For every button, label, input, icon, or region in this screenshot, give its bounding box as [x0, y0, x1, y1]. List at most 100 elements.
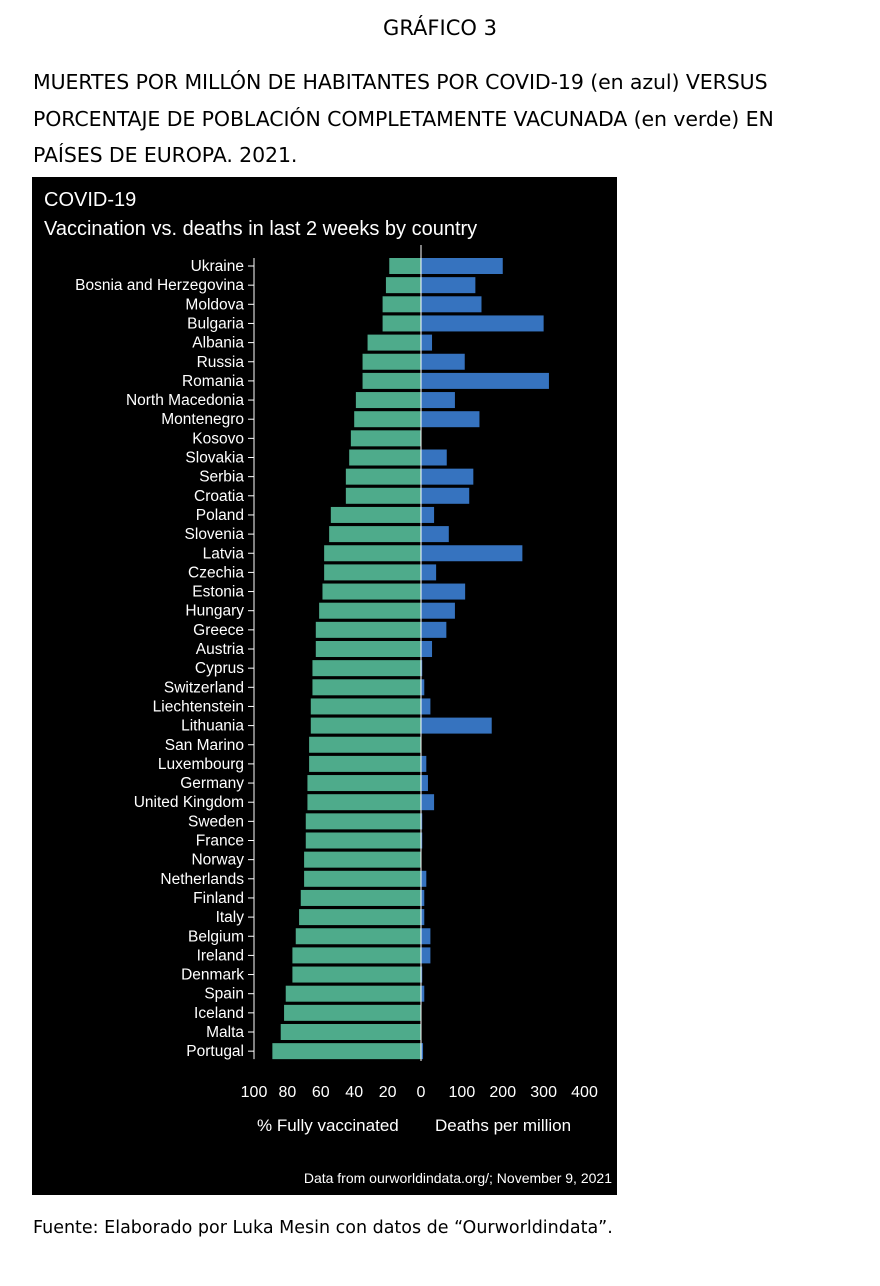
bar-deaths	[421, 660, 423, 677]
bar-vaccinated	[309, 755, 421, 772]
bar-deaths	[421, 315, 544, 332]
bar-vaccinated	[324, 545, 421, 562]
bar-vaccinated	[345, 487, 421, 504]
bar-vaccinated	[362, 353, 421, 370]
category-label: Malta	[206, 1024, 244, 1041]
bar-vaccinated	[349, 449, 421, 466]
bar-deaths	[421, 506, 435, 523]
figure-number: GRÁFICO 3	[383, 16, 497, 40]
bar-vaccinated	[300, 889, 421, 906]
bar-vaccinated	[284, 1004, 421, 1021]
category-label: Sweden	[188, 813, 244, 830]
category-label: Montenegro	[161, 411, 244, 428]
x-tick-label-right: 200	[489, 1084, 516, 1101]
chart-footnote: Data from ourworldindata.org/; November …	[304, 1170, 612, 1186]
bar-vaccinated	[329, 526, 421, 543]
x-tick-label-left: 40	[345, 1084, 363, 1101]
bar-vaccinated	[307, 775, 421, 792]
category-label: Estonia	[192, 584, 244, 601]
bar-deaths	[421, 449, 447, 466]
bar-vaccinated	[307, 794, 421, 811]
category-label: Netherlands	[160, 871, 244, 888]
bar-deaths	[421, 755, 427, 772]
chart-panel: COVID-19 Vaccination vs. deaths in last …	[32, 177, 617, 1195]
category-label: North Macedonia	[126, 392, 244, 409]
bar-vaccinated	[305, 813, 421, 830]
bar-deaths	[421, 909, 425, 926]
category-label: Hungary	[185, 603, 244, 620]
bar-deaths	[421, 775, 428, 792]
category-label: Belgium	[188, 928, 244, 945]
category-label: Lithuania	[181, 718, 244, 735]
bar-vaccinated	[330, 506, 421, 523]
bars	[272, 258, 549, 1060]
bar-deaths	[421, 487, 470, 504]
bar-deaths	[421, 602, 455, 619]
x-tick-label-right: 100	[449, 1084, 476, 1101]
bar-deaths	[421, 468, 474, 485]
category-label: Serbia	[199, 469, 244, 486]
bar-deaths	[421, 641, 433, 657]
bar-deaths	[421, 411, 480, 428]
bar-vaccinated	[315, 621, 421, 638]
category-label: Ukraine	[191, 258, 244, 275]
category-label: Kosovo	[192, 430, 244, 447]
bar-vaccinated	[310, 717, 421, 734]
bar-vaccinated	[299, 909, 421, 926]
bar-vaccinated	[310, 698, 421, 715]
bar-vaccinated	[319, 602, 421, 619]
bar-deaths	[421, 889, 425, 906]
bar-vaccinated	[322, 583, 421, 600]
bar-deaths	[421, 277, 476, 294]
x-tick-label-left: 60	[312, 1084, 330, 1101]
bar-vaccinated	[315, 641, 421, 657]
category-labels: Ukraine Bosnia and Herzegovina Moldova Bulg…	[75, 258, 244, 1060]
x-tick-label-left: 80	[279, 1084, 297, 1101]
chart-title: COVID-19	[44, 189, 136, 211]
document-title-line-3: PAÍSES DE EUROPA. 2021.	[33, 143, 298, 167]
bar-vaccinated	[367, 334, 421, 351]
bar-deaths	[421, 258, 503, 274]
category-label: Liechtenstein	[153, 698, 244, 715]
xlabel-right: Deaths per million	[435, 1116, 571, 1135]
category-label: Slovakia	[185, 450, 244, 467]
category-label: Denmark	[181, 967, 244, 984]
bar-vaccinated	[389, 258, 421, 274]
bar-vaccinated	[285, 985, 421, 1002]
bar-vaccinated	[295, 928, 421, 945]
chart-subtitle: Vaccination vs. deaths in last 2 weeks b…	[44, 218, 477, 240]
bar-vaccinated	[304, 870, 421, 887]
category-label: France	[196, 833, 244, 850]
bar-deaths	[421, 717, 492, 734]
x-ticks: 100 80 60 40 20 0 100 200 300 400	[241, 1084, 598, 1101]
bar-deaths	[421, 296, 482, 313]
bar-vaccinated	[382, 296, 421, 313]
bar-vaccinated	[280, 1024, 421, 1040]
bar-deaths	[421, 526, 449, 543]
bar-vaccinated	[292, 966, 421, 983]
category-label: Finland	[193, 890, 244, 907]
category-label: Slovenia	[185, 526, 245, 543]
category-label: Bulgaria	[187, 315, 244, 332]
document-title-line-2: PORCENTAJE DE POBLACIÓN COMPLETAMENTE VA…	[33, 106, 774, 131]
category-label: Austria	[196, 641, 245, 658]
document-title-line-1: MUERTES POR MILLÓN DE HABITANTES POR COV…	[33, 70, 768, 94]
x-tick-label-left: 100	[241, 1084, 268, 1101]
category-label: United Kingdom	[134, 794, 244, 811]
bar-deaths	[421, 1043, 424, 1060]
bar-deaths	[421, 545, 523, 562]
bar-vaccinated	[382, 315, 421, 332]
category-label: Latvia	[203, 545, 245, 562]
bar-deaths	[421, 679, 425, 696]
category-label: Russia	[197, 354, 245, 371]
category-label: Norway	[191, 852, 244, 869]
bar-vaccinated	[354, 411, 421, 428]
category-label: Iceland	[194, 1005, 244, 1022]
bar-deaths	[421, 870, 427, 887]
bar-deaths	[421, 334, 433, 351]
bar-vaccinated	[305, 832, 421, 849]
category-label: Ireland	[197, 947, 244, 964]
x-tick-label-right: 400	[571, 1084, 598, 1101]
bar-deaths	[421, 794, 435, 811]
bar-vaccinated	[385, 277, 421, 294]
